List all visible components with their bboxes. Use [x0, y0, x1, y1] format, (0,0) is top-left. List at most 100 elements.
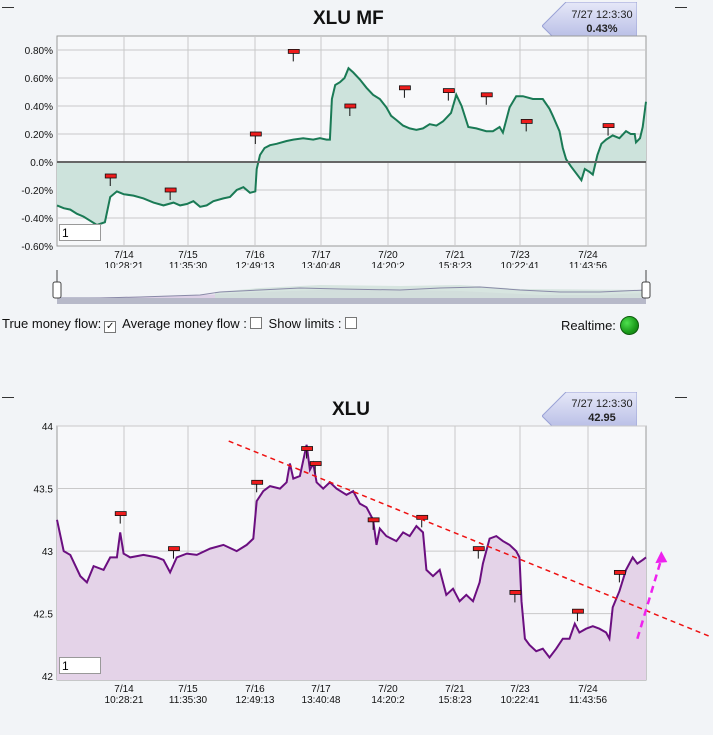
marker-flag — [613, 569, 626, 575]
y-tick-label: 0.40% — [25, 102, 53, 113]
realtime-label: Realtime: — [561, 318, 616, 333]
show-limits-checkbox[interactable] — [344, 317, 357, 329]
x-tick-date: 7/17 — [311, 250, 331, 261]
x-tick-date: 7/14 — [114, 684, 134, 695]
x-tick-date: 7/16 — [245, 684, 265, 695]
marker-flag — [251, 479, 264, 485]
y-tick-label: 0.80% — [25, 46, 53, 57]
mf-collapse-icon[interactable] — [2, 7, 14, 8]
x-tick-date: 7/21 — [445, 684, 465, 695]
x-tick-time: 15:8:23 — [438, 261, 472, 272]
x-tick-time: 10:28:21 — [105, 695, 144, 706]
x-tick-time: 11:35:30 — [169, 261, 208, 272]
x-tick-time: 13:40:48 — [302, 261, 341, 272]
mf-navigator[interactable] — [0, 268, 713, 308]
x-tick-date: 7/14 — [114, 250, 134, 261]
series-area — [57, 444, 646, 680]
x-tick-date: 7/24 — [578, 250, 598, 261]
marker-flag — [416, 514, 429, 520]
navigator-line — [57, 286, 647, 299]
series-line — [56, 66, 647, 227]
price-collapse-icon[interactable] — [2, 397, 14, 398]
y-tick-label: 0.60% — [25, 74, 53, 85]
y-tick-label: 43.5 — [34, 485, 54, 496]
x-tick-date: 7/23 — [510, 250, 530, 261]
x-tick-time: 10:28:21 — [105, 261, 144, 272]
x-tick-date: 7/16 — [245, 250, 265, 261]
marker-flag — [287, 49, 300, 54]
average-money-flow-label: Average money flow : — [122, 316, 247, 331]
marker-flag — [399, 85, 411, 91]
marker-flag — [480, 92, 493, 98]
marker-flag — [249, 131, 262, 137]
y-tick-label: 0.20% — [25, 130, 53, 141]
marker-flag — [301, 446, 313, 451]
series-line — [56, 444, 647, 660]
projection-arrowhead — [655, 551, 668, 564]
trendline — [228, 440, 710, 637]
y-tick-label: 42 — [42, 672, 54, 683]
price-flag-time: 7/27 12:3:30 — [571, 398, 633, 410]
average-money-flow-checkbox[interactable] — [249, 317, 262, 329]
y-tick-label: -0.40% — [21, 214, 53, 225]
x-tick-date: 7/24 — [578, 684, 598, 695]
marker-flag — [168, 546, 180, 552]
y-tick-label: -0.20% — [21, 186, 53, 197]
mf-chart-title: XLU MF — [313, 8, 384, 29]
mf-expand-icon[interactable] — [675, 7, 687, 8]
x-tick-time: 12:49:13 — [236, 261, 275, 272]
x-tick-date: 7/17 — [311, 684, 331, 695]
marker-flag — [442, 88, 455, 93]
marker-flag — [309, 461, 322, 466]
marker-flag — [572, 608, 584, 614]
x-tick-time: 11:43:56 — [569, 695, 608, 706]
marker-flag — [344, 103, 357, 109]
price-range-input[interactable]: 1 — [59, 657, 101, 674]
x-tick-time: 10:22:41 — [501, 261, 540, 272]
price-flag-value: 42.95 — [588, 412, 616, 424]
marker-flag — [509, 590, 522, 595]
realtime-indicator: Realtime: — [561, 316, 639, 335]
marker-flag — [114, 511, 127, 516]
x-tick-date: 7/21 — [445, 250, 465, 261]
x-tick-time: 11:35:30 — [169, 695, 208, 706]
x-tick-date: 7/20 — [378, 250, 398, 261]
x-tick-date: 7/23 — [510, 684, 530, 695]
mf-flag-value: 0.43% — [586, 23, 618, 35]
y-tick-label: 44 — [42, 422, 54, 433]
marker-flag — [472, 546, 485, 552]
x-tick-time: 13:40:48 — [302, 695, 341, 706]
y-tick-label: 43 — [42, 547, 54, 558]
mf-range-input[interactable]: 1 — [59, 224, 101, 241]
true-money-flow-label: True money flow: — [2, 316, 102, 331]
price-chart-title: XLU — [332, 399, 370, 420]
realtime-status-icon[interactable] — [619, 316, 639, 335]
show-limits-label: Show limits : — [268, 316, 342, 331]
x-tick-time: 11:43:56 — [569, 261, 608, 272]
y-tick-label: 42.5 — [34, 610, 54, 621]
x-tick-time: 15:8:23 — [438, 695, 472, 706]
series-area — [57, 68, 646, 225]
x-tick-time: 14:20:2 — [371, 695, 405, 706]
mf-value-flag: 7/27 12:3:30 0.43% — [567, 8, 637, 36]
marker-flag — [520, 119, 533, 124]
marker-flag — [104, 173, 117, 179]
marker-flag — [602, 123, 615, 128]
projection-arrow — [636, 558, 663, 640]
x-tick-time: 14:20:2 — [371, 261, 405, 272]
true-money-flow-checkbox[interactable]: ✓ — [104, 321, 117, 333]
mf-chart: 0.80% 0.60% 0.40% 0.20% 0.0% -0.20% -0.40% -0.6… — [21, 35, 647, 272]
price-expand-icon[interactable] — [675, 397, 687, 398]
x-tick-date: 7/15 — [178, 250, 198, 261]
marker-flag — [367, 517, 380, 523]
y-tick-label: -0.60% — [21, 242, 53, 253]
x-tick-time: 12:49:13 — [236, 695, 275, 706]
x-tick-time: 10:22:41 — [501, 695, 540, 706]
y-tick-label: 0.0% — [30, 158, 53, 169]
mf-flag-time: 7/27 12:3:30 — [571, 9, 633, 21]
price-value-flag: 7/27 12:3:30 42.95 — [567, 397, 637, 425]
marker-flag — [164, 187, 177, 193]
x-tick-date: 7/20 — [378, 684, 398, 695]
x-tick-date: 7/15 — [178, 684, 198, 695]
